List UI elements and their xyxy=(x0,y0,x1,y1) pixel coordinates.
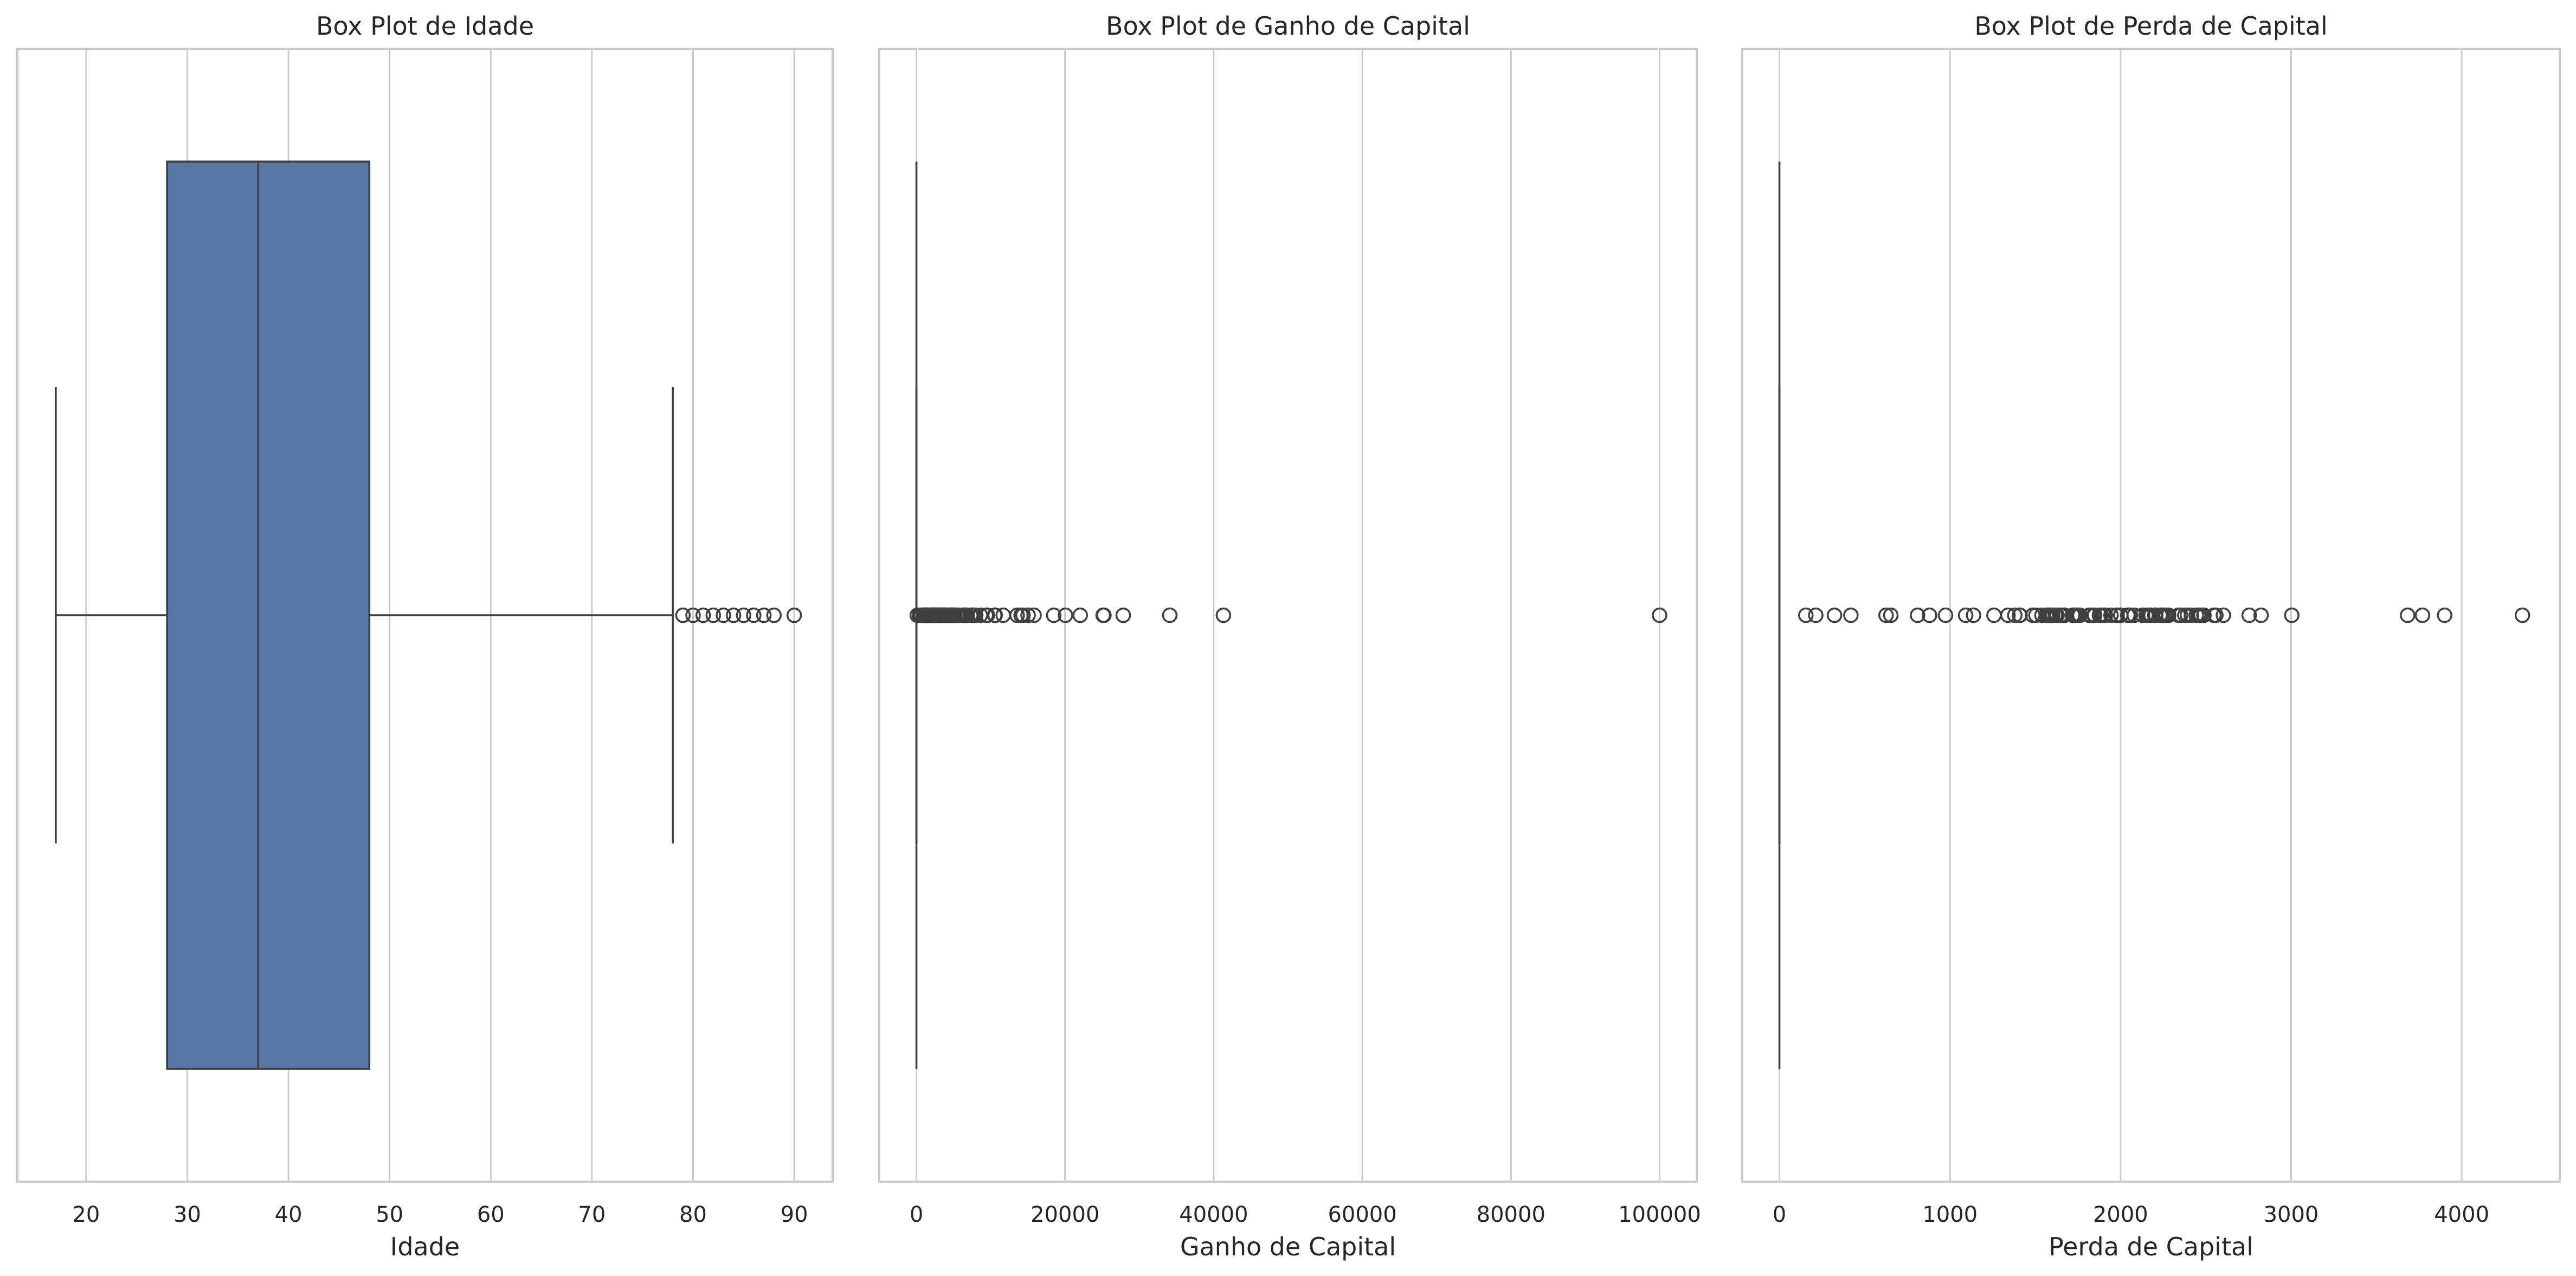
outlier-point xyxy=(2097,607,2114,623)
outlier-point xyxy=(2437,607,2452,623)
x-tick-label: 60000 xyxy=(1328,1202,1396,1227)
outlier-point xyxy=(1009,607,1025,623)
x-tick-label: 40 xyxy=(275,1202,302,1227)
outlier-point xyxy=(1015,607,1031,623)
outlier-point xyxy=(685,607,701,623)
x-tick-label: 2000 xyxy=(2093,1202,2148,1227)
x-tick-label: 50 xyxy=(376,1202,403,1227)
outlier-point xyxy=(2103,607,2119,623)
outlier-point xyxy=(2253,607,2269,623)
box xyxy=(166,160,371,1070)
outlier-point xyxy=(2414,607,2431,623)
panel-perda-de-capital: Box Plot de Perda de Capital Perda de Ca… xyxy=(1974,11,2328,1261)
x-tick-label: 80 xyxy=(679,1202,707,1227)
panel-title-perda-de-capital: Box Plot de Perda de Capital xyxy=(1974,11,2328,41)
outlier-point xyxy=(1026,607,1042,623)
x-tick-label: 4000 xyxy=(2434,1202,2489,1227)
outlier-point xyxy=(716,607,731,623)
outlier-point xyxy=(1826,607,1843,623)
outlier-point xyxy=(1922,607,1937,623)
panel-title-ganho-de-capital: Box Plot de Ganho de Capital xyxy=(1106,11,1470,41)
x-axis-label-ganho-de-capital: Ganho de Capital xyxy=(1180,1232,1396,1261)
plot-area-ganho-de-capital: 0 20000 40000 60000 80000 100000 xyxy=(878,48,1701,1227)
panel-idade: Box Plot de Idade Idade xyxy=(316,11,534,1261)
x-tick-label: 100000 xyxy=(1618,1202,1701,1227)
outlier-point xyxy=(705,607,722,623)
outlier-point xyxy=(695,607,711,623)
outlier-point xyxy=(980,607,995,623)
outlier-point xyxy=(1957,607,1974,623)
outlier-point xyxy=(1878,607,1894,623)
x-tick-label: 30 xyxy=(173,1202,201,1227)
x-tick-label: 20000 xyxy=(1031,1202,1099,1227)
x-tick-label: 40000 xyxy=(1179,1202,1248,1227)
plot-area-perda-de-capital: 0 1000 2000 3000 4000 xyxy=(1741,48,2561,1227)
outlier-point xyxy=(746,607,762,623)
axes-frame xyxy=(16,48,834,1183)
outlier-point xyxy=(2122,607,2139,623)
outlier-point xyxy=(1058,607,1073,623)
plot-area-idade: 20 30 40 50 60 70 80 90 xyxy=(16,48,834,1227)
outlier-point xyxy=(1020,607,1036,623)
x-axis-label-perda-de-capital: Perda de Capital xyxy=(2049,1232,2253,1261)
outlier-point xyxy=(2400,607,2416,623)
outlier-point xyxy=(725,607,742,623)
panel-ganho-de-capital: Box Plot de Ganho de Capital Ganho de Ca… xyxy=(1106,11,1470,1261)
outlier-point xyxy=(786,607,802,623)
outlier-point xyxy=(1115,607,1131,623)
outlier-point xyxy=(2284,607,2300,623)
outlier-point xyxy=(2241,607,2257,623)
outlier-point xyxy=(1986,607,2002,623)
outlier-point xyxy=(2208,607,2224,623)
outlier-point xyxy=(1808,607,1824,623)
outlier-point xyxy=(2216,607,2231,623)
outlier-point xyxy=(2000,607,2016,623)
outlier-point xyxy=(2007,607,2023,623)
outlier-point xyxy=(1843,607,1859,623)
outlier-point xyxy=(1798,607,1814,623)
outlier-point xyxy=(1162,607,1178,623)
x-tick-label: 0 xyxy=(910,1202,923,1227)
outlier-point xyxy=(1966,607,1981,623)
axes-frame xyxy=(1741,48,2561,1183)
panel-title-idade: Box Plot de Idade xyxy=(316,11,534,41)
outlier-point xyxy=(1072,607,1088,623)
x-axis-label-idade: Idade xyxy=(390,1232,460,1261)
outlier-point xyxy=(736,607,752,623)
outlier-point xyxy=(1652,607,1667,623)
outlier-point xyxy=(2086,607,2103,623)
x-tick-label: 70 xyxy=(578,1202,606,1227)
x-tick-label: 0 xyxy=(1773,1202,1786,1227)
axes-frame xyxy=(878,48,1698,1183)
outlier-point xyxy=(1937,607,1954,623)
outlier-point xyxy=(2173,607,2188,623)
x-tick-label: 1000 xyxy=(1922,1202,1978,1227)
outlier-point xyxy=(2514,607,2530,623)
x-tick-label: 3000 xyxy=(2264,1202,2319,1227)
outlier-point xyxy=(995,607,1011,623)
x-tick-label: 80000 xyxy=(1477,1202,1545,1227)
outlier-point xyxy=(1883,607,1899,623)
outlier-point xyxy=(675,607,691,623)
outlier-point xyxy=(766,607,782,623)
x-tick-label: 90 xyxy=(781,1202,808,1227)
outlier-point xyxy=(2196,607,2212,623)
outlier-point xyxy=(756,607,772,623)
x-tick-label: 20 xyxy=(72,1202,100,1227)
x-tick-label: 60 xyxy=(477,1202,505,1227)
outlier-point xyxy=(987,607,1003,623)
outlier-point xyxy=(1046,607,1062,623)
outlier-point xyxy=(1096,607,1112,623)
outlier-point xyxy=(968,607,984,623)
outlier-point xyxy=(1215,607,1232,623)
outlier-point xyxy=(2161,607,2176,623)
outlier-point xyxy=(1910,607,1925,623)
